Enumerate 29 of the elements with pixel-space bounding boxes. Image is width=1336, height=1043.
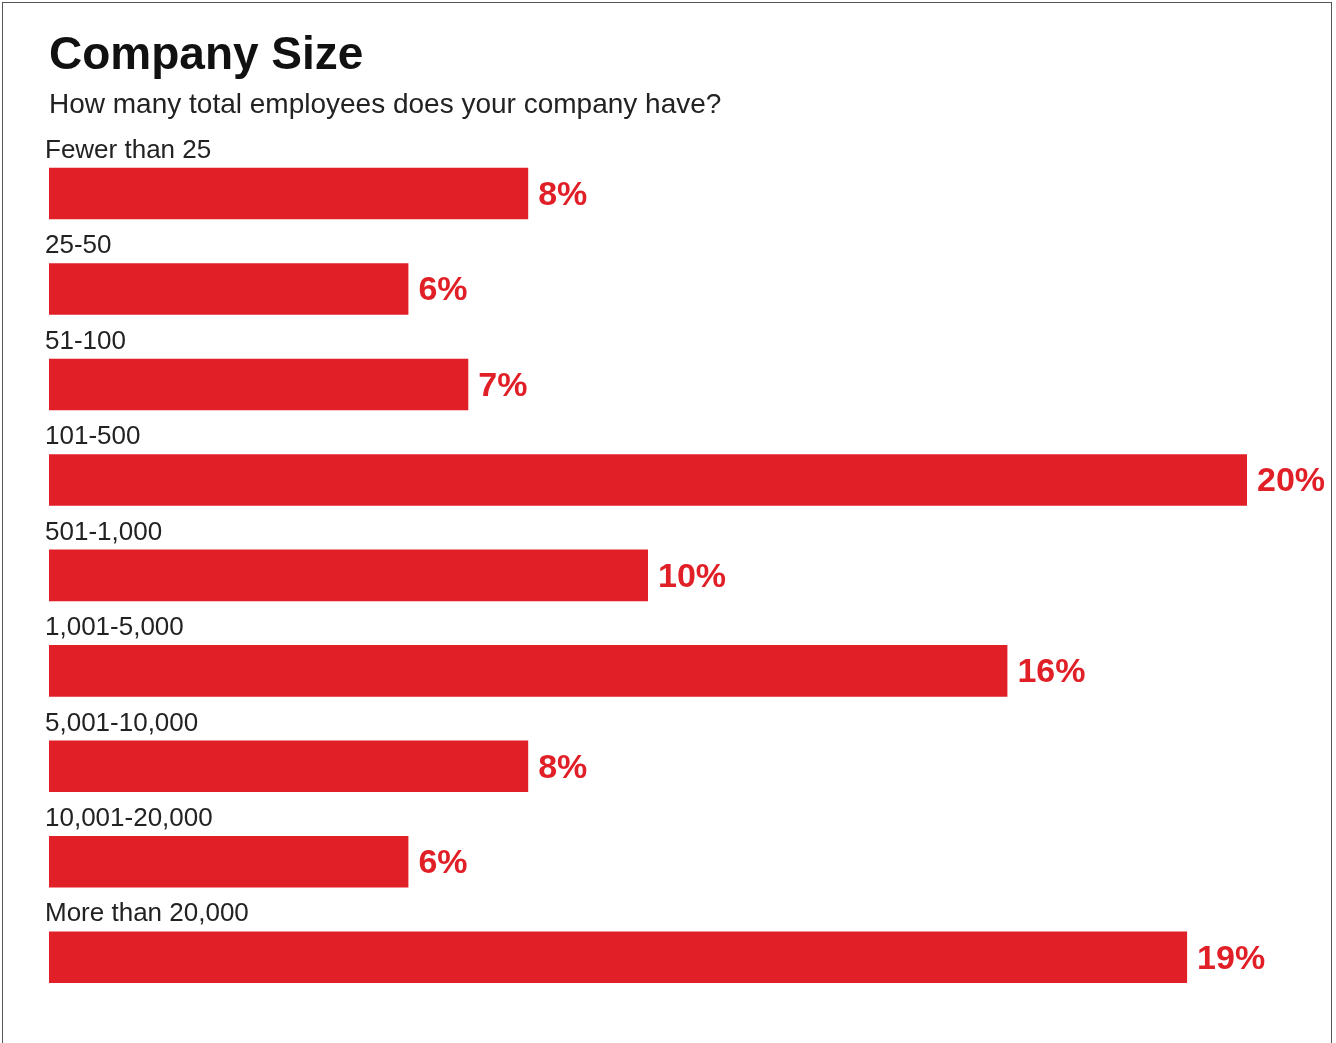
bar <box>49 740 529 793</box>
data-label: 7% <box>478 364 528 403</box>
data-label: 10% <box>658 555 727 594</box>
bar <box>49 836 409 888</box>
y-tick-label: 51-100 <box>45 324 126 355</box>
y-tick-label: 1,001-5,000 <box>45 611 184 642</box>
y-tick-label: More than 20,000 <box>45 897 249 928</box>
y-tick-label: 101-500 <box>45 420 141 451</box>
data-label: 8% <box>538 173 588 212</box>
bar <box>49 645 1008 697</box>
data-label: 16% <box>1017 651 1086 690</box>
y-tick-label: 10,001-20,000 <box>45 802 213 833</box>
bar <box>49 167 529 220</box>
y-tick-label: 5,001-10,000 <box>45 706 199 737</box>
data-label: 19% <box>1197 937 1266 976</box>
data-label: 8% <box>538 746 588 785</box>
chart-subtitle: How many total employees does your company have? <box>49 87 722 119</box>
data-label: 6% <box>418 842 468 881</box>
data-label: 20% <box>1257 460 1326 499</box>
y-tick-label: 501-1,000 <box>45 515 163 546</box>
bar <box>49 454 1247 506</box>
y-tick-label: Fewer than 25 <box>45 133 212 164</box>
data-label: 6% <box>418 269 468 308</box>
bar <box>49 263 409 315</box>
y-tick-label: 25-50 <box>45 229 112 260</box>
bar <box>49 549 648 602</box>
bar <box>49 358 469 411</box>
bar <box>49 931 1188 984</box>
chart-title: Company Size <box>49 27 364 80</box>
